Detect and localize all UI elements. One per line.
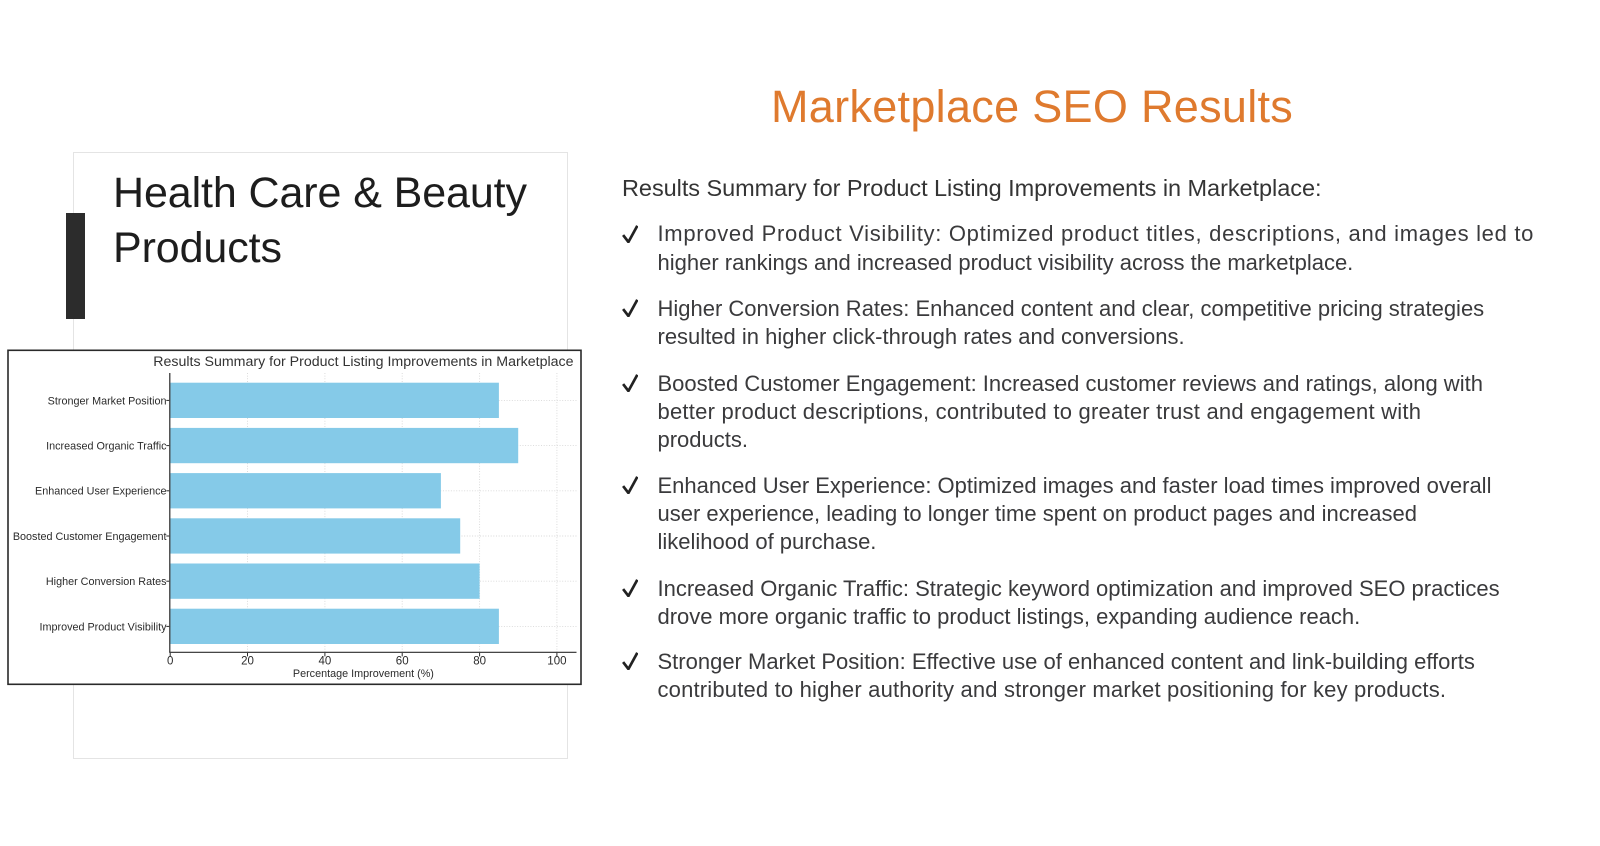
svg-text:Higher Conversion Rates: Higher Conversion Rates — [46, 576, 167, 588]
svg-text:Increased Organic Traffic: Increased Organic Traffic — [46, 441, 167, 453]
svg-text:Stronger Market Position: Stronger Market Position — [48, 395, 167, 407]
svg-text:Percentage Improvement (%): Percentage Improvement (%) — [293, 668, 434, 680]
svg-text:Results Summary for Product Li: Results Summary for Product Listing Impr… — [153, 354, 573, 370]
svg-text:0: 0 — [167, 656, 173, 668]
svg-text:Improved Product Visibility: Improved Product Visibility — [39, 621, 167, 633]
svg-text:40: 40 — [319, 656, 332, 668]
svg-text:100: 100 — [547, 656, 566, 668]
svg-text:Boosted Customer Engagement: Boosted Customer Engagement — [13, 531, 167, 543]
svg-text:80: 80 — [473, 656, 486, 668]
svg-text:60: 60 — [396, 656, 409, 668]
svg-text:Enhanced User Experience: Enhanced User Experience — [35, 486, 166, 498]
svg-text:20: 20 — [241, 656, 254, 668]
